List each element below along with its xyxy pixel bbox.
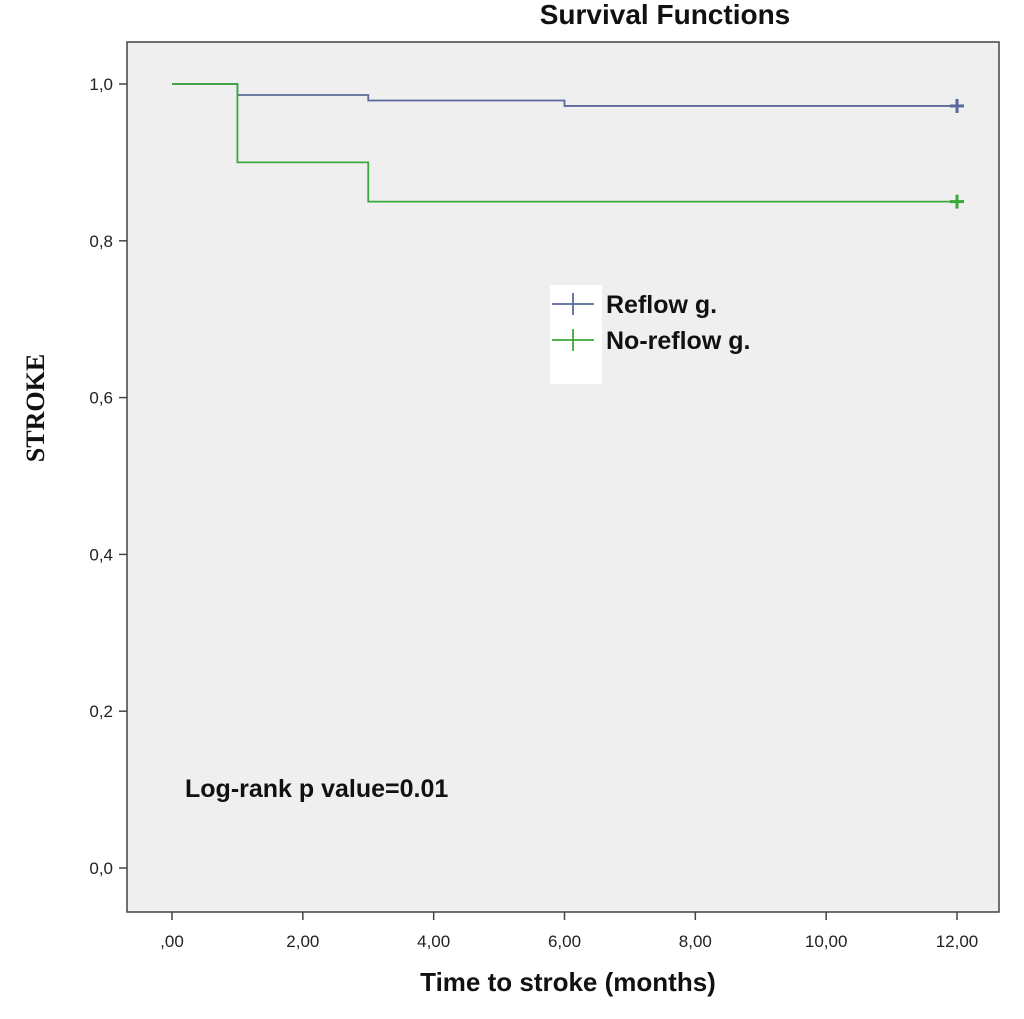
x-tick-label: 8,00 [679,932,712,951]
y-axis-label: STROKE [21,354,50,462]
censor-mark [950,98,964,113]
series-line-1 [172,83,957,203]
legend-item: No-reflow g. [552,327,750,355]
x-axis-ticks: ,00 2,00 4,00 6,00 8,00 10,00 12,00 [160,912,978,951]
x-tick-label: 12,00 [936,932,979,951]
y-tick-label: 1,0 [89,75,113,94]
censor-mark [950,194,964,209]
y-tick-label: 0,6 [89,389,113,408]
x-tick-label: 10,00 [805,932,848,951]
x-tick-label: ,00 [160,932,184,951]
plot-area [126,41,1000,913]
legend-label: No-reflow g. [606,327,750,355]
x-tick-label: 4,00 [417,932,450,951]
x-axis-label: Time to stroke (months) [420,967,716,997]
chart-title: Survival Functions [540,0,791,30]
legend-box [550,285,602,384]
x-tick-label: 6,00 [548,932,581,951]
y-tick-label: 0,0 [89,859,113,878]
y-axis-ticks: 0,0 0,2 0,4 0,6 0,8 1,0 [89,75,127,878]
y-tick-label: 0,2 [89,702,113,721]
log-rank-annotation: Log-rank p value=0.01 [185,775,448,803]
y-tick-label: 0,4 [89,545,113,564]
y-tick-label: 0,8 [89,232,113,251]
series-layer [172,83,964,209]
legend: Reflow g. No-reflow g. [550,285,750,384]
legend-label: Reflow g. [606,291,717,319]
x-tick-label: 2,00 [286,932,319,951]
legend-item: Reflow g. [552,291,717,319]
